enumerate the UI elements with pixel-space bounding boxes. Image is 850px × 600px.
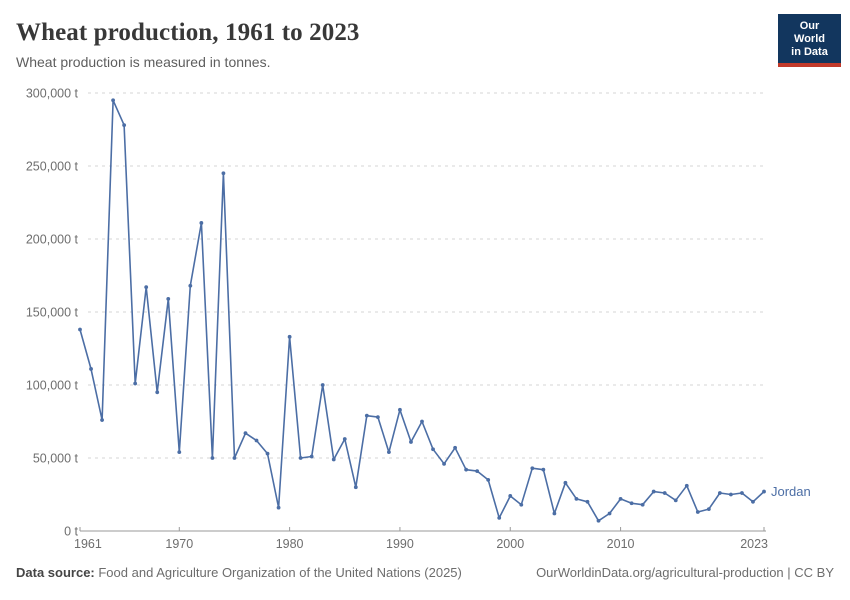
data-point-marker <box>706 507 711 511</box>
data-point-marker <box>673 498 678 503</box>
data-point-marker <box>541 467 546 472</box>
data-point-marker <box>684 483 689 488</box>
y-axis-tick-label: 250,000 t <box>26 160 79 174</box>
y-axis-tick-label: 100,000 t <box>26 379 79 393</box>
data-point-marker <box>243 431 248 436</box>
data-point-marker <box>353 485 358 490</box>
data-point-marker <box>177 450 182 455</box>
data-point-marker <box>563 480 568 485</box>
data-point-marker <box>431 447 435 452</box>
y-axis-tick-label: 300,000 t <box>26 87 79 101</box>
data-point-marker <box>364 413 369 418</box>
chart-title: Wheat production, 1961 to 2023 <box>16 19 360 46</box>
data-point-marker <box>475 469 480 474</box>
data-point-marker <box>519 502 524 507</box>
x-axis-tick-label: 2023 <box>740 537 768 551</box>
y-axis-tick-label: 50,000 t <box>33 452 79 466</box>
data-point-marker <box>662 491 667 495</box>
data-point-marker <box>751 499 755 504</box>
data-point-marker <box>530 466 535 471</box>
data-point-marker <box>497 515 502 520</box>
data-point-marker <box>210 456 215 460</box>
data-point-marker <box>618 496 623 501</box>
data-point-marker <box>232 456 237 460</box>
x-axis-tick-label: 1970 <box>165 537 193 551</box>
line-series <box>79 99 765 522</box>
data-point-marker <box>464 467 469 472</box>
data-point-marker <box>695 510 700 514</box>
data-point-marker <box>331 457 336 462</box>
data-point-marker <box>254 438 259 443</box>
data-point-marker <box>298 456 303 460</box>
data-point-marker <box>309 454 314 459</box>
data-point-marker <box>342 437 347 441</box>
data-point-marker <box>552 511 557 516</box>
y-axis-tick-label: 200,000 t <box>26 233 79 247</box>
data-point-marker <box>287 334 292 339</box>
x-axis-tick-label: 2010 <box>607 537 635 551</box>
owid-logo: Our World in Data <box>778 14 841 67</box>
data-point-marker <box>320 383 325 387</box>
data-point-marker <box>640 502 645 507</box>
data-source-label: Data source: <box>16 565 95 580</box>
data-point-marker <box>111 98 115 103</box>
x-axis-tick-label: 1961 <box>74 537 102 551</box>
data-point-marker <box>596 518 601 523</box>
data-point-marker <box>486 478 491 482</box>
y-axis-tick-label: 150,000 t <box>26 306 79 320</box>
x-axis-tick-label: 1990 <box>386 537 414 551</box>
data-point-marker <box>122 123 127 128</box>
y-axis-tick-label: 0 t <box>64 525 78 539</box>
data-point-marker <box>762 489 766 494</box>
x-axis-tick-label: 1980 <box>276 537 304 551</box>
data-point-marker <box>155 390 160 395</box>
data-source-text: Food and Agriculture Organization of the… <box>94 565 462 580</box>
data-point-marker <box>585 499 590 504</box>
data-point-marker <box>453 445 457 450</box>
data-point-marker <box>221 171 226 176</box>
series-entity-label: Jordan <box>771 484 811 499</box>
data-point-marker <box>574 496 579 501</box>
data-point-marker <box>387 450 391 455</box>
owid-logo-line1: Our World <box>794 20 825 45</box>
data-point-marker <box>717 491 722 495</box>
data-point-marker <box>199 221 204 225</box>
data-point-marker <box>265 451 270 456</box>
data-point-marker <box>420 419 424 424</box>
data-point-marker <box>442 461 446 466</box>
data-point-marker <box>89 367 93 371</box>
data-source-note: Data source: Food and Agriculture Organi… <box>16 565 462 580</box>
chart-subtitle: Wheat production is measured in tonnes. <box>16 54 271 70</box>
data-point-marker <box>409 440 413 444</box>
data-point-marker <box>508 494 513 498</box>
data-point-marker <box>729 492 733 497</box>
x-axis-tick-label: 2000 <box>496 537 524 551</box>
data-point-marker <box>78 327 82 332</box>
data-point-marker <box>276 505 281 510</box>
data-point-marker <box>651 489 656 494</box>
data-point-marker <box>188 283 193 288</box>
credit-link: OurWorldinData.org/agricultural-producti… <box>536 565 834 580</box>
data-point-marker <box>133 381 138 386</box>
data-point-marker <box>144 285 149 290</box>
chart-footer: Data source: Food and Agriculture Organi… <box>16 565 834 580</box>
data-point-marker <box>398 407 402 412</box>
data-point-marker <box>375 415 380 420</box>
data-point-marker <box>629 501 634 506</box>
data-point-marker <box>607 511 612 516</box>
data-point-marker <box>740 491 744 495</box>
data-point-marker <box>166 296 171 301</box>
owid-logo-line2: in Data <box>791 46 828 58</box>
data-point-marker <box>100 418 104 422</box>
